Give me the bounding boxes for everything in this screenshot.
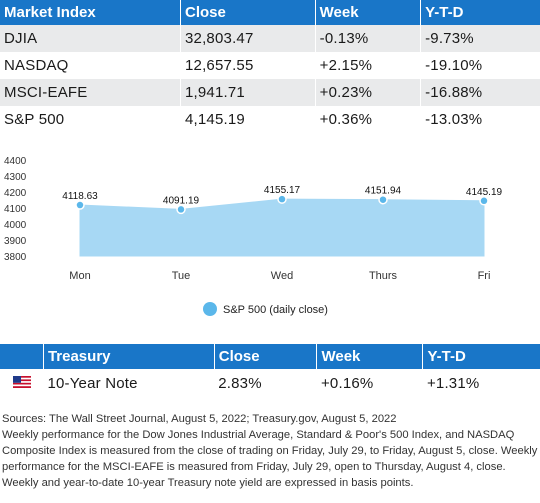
header-ytd: Y-T-D — [420, 0, 540, 25]
x-tick-label: Fri — [478, 270, 491, 282]
data-labels: 4118.63 4091.19 4155.17 4151.94 4145.19 — [62, 185, 502, 206]
index-name: NASDAQ — [0, 52, 181, 79]
treasury-close: 2.83% — [214, 369, 317, 397]
treasury-name: 10-Year Note — [43, 369, 215, 397]
x-tick-label: Tue — [172, 270, 191, 282]
legend-label: S&P 500 (daily close) — [223, 304, 328, 316]
header-week: Week — [315, 0, 422, 25]
index-week: +0.36% — [315, 106, 422, 133]
table-row: NASDAQ 12,657.55 +2.15% -19.10% — [0, 52, 540, 79]
sp500-area — [79, 198, 485, 257]
legend-marker — [203, 302, 217, 316]
market-index-table: Market Index Close Week Y-T-D DJIA 32,80… — [0, 0, 540, 133]
index-week: -0.13% — [315, 25, 422, 52]
index-week: +0.23% — [315, 79, 422, 106]
data-label: 4118.63 — [62, 191, 98, 202]
methodology-note: Weekly performance for the Dow Jones Ind… — [2, 429, 538, 489]
index-close: 4,145.19 — [180, 106, 316, 133]
y-tick-label: 3800 — [4, 252, 27, 263]
data-points — [75, 194, 489, 215]
flag-cell — [0, 369, 44, 397]
y-tick-label: 3900 — [4, 236, 27, 247]
index-close: 32,803.47 — [180, 25, 316, 52]
table-row: 10-Year Note 2.83% +0.16% +1.31% — [0, 369, 540, 397]
y-tick-label: 4400 — [4, 156, 27, 167]
treasury-table-header: Treasury Close Week Y-T-D — [0, 344, 540, 369]
header-market-index: Market Index — [0, 0, 181, 25]
data-point — [176, 204, 186, 215]
data-label: 4091.19 — [163, 195, 200, 206]
y-axis: 3800 3900 4000 4100 4200 4300 4400 — [4, 156, 27, 263]
header-flag — [0, 344, 44, 369]
index-name: MSCI-EAFE — [0, 79, 181, 106]
data-point — [75, 200, 85, 210]
data-label: 4145.19 — [466, 187, 503, 198]
y-tick-label: 4000 — [4, 220, 27, 231]
index-ytd: -16.88% — [420, 79, 540, 106]
table-row: DJIA 32,803.47 -0.13% -9.73% — [0, 25, 540, 52]
x-tick-label: Wed — [271, 270, 293, 282]
treasury-table: Treasury Close Week Y-T-D 10-Year Note 2… — [0, 344, 540, 397]
index-close: 12,657.55 — [180, 52, 316, 79]
table-row: S&P 500 4,145.19 +0.36% -13.03% — [0, 106, 540, 133]
y-tick-label: 4300 — [4, 172, 27, 183]
footnotes: Sources: The Wall Street Journal, August… — [2, 411, 538, 491]
x-tick-label: Mon — [69, 270, 90, 282]
index-close: 1,941.71 — [180, 79, 316, 106]
index-ytd: -13.03% — [420, 106, 540, 133]
data-point — [479, 196, 489, 206]
index-name: S&P 500 — [0, 106, 181, 133]
data-point — [378, 194, 388, 205]
us-flag-icon — [12, 375, 31, 388]
data-label: 4151.94 — [365, 186, 402, 197]
index-ytd: -9.73% — [420, 25, 540, 52]
index-name: DJIA — [0, 25, 181, 52]
header-week: Week — [316, 344, 424, 369]
sources-note: Sources: The Wall Street Journal, August… — [2, 413, 397, 425]
table-row: MSCI-EAFE 1,941.71 +0.23% -16.88% — [0, 79, 540, 106]
header-close: Close — [180, 0, 316, 25]
header-treasury: Treasury — [43, 344, 215, 369]
x-tick-label: Thurs — [369, 270, 398, 282]
data-label: 4155.17 — [264, 185, 301, 196]
x-axis: Mon Tue Wed Thurs Fri — [69, 270, 490, 282]
chart-legend: S&P 500 (daily close) — [203, 302, 328, 316]
y-tick-label: 4100 — [4, 204, 27, 215]
header-close: Close — [214, 344, 318, 369]
index-ytd: -19.10% — [420, 52, 540, 79]
treasury-ytd: +1.31% — [422, 369, 540, 397]
market-table-header: Market Index Close Week Y-T-D — [0, 0, 540, 25]
treasury-week: +0.16% — [316, 369, 423, 397]
y-tick-label: 4200 — [4, 188, 27, 199]
index-week: +2.15% — [315, 52, 422, 79]
sp500-area-chart: 3800 3900 4000 4100 4200 4300 4400 4118.63 4091… — [4, 156, 503, 316]
header-ytd: Y-T-D — [422, 344, 540, 369]
data-point — [277, 194, 287, 204]
